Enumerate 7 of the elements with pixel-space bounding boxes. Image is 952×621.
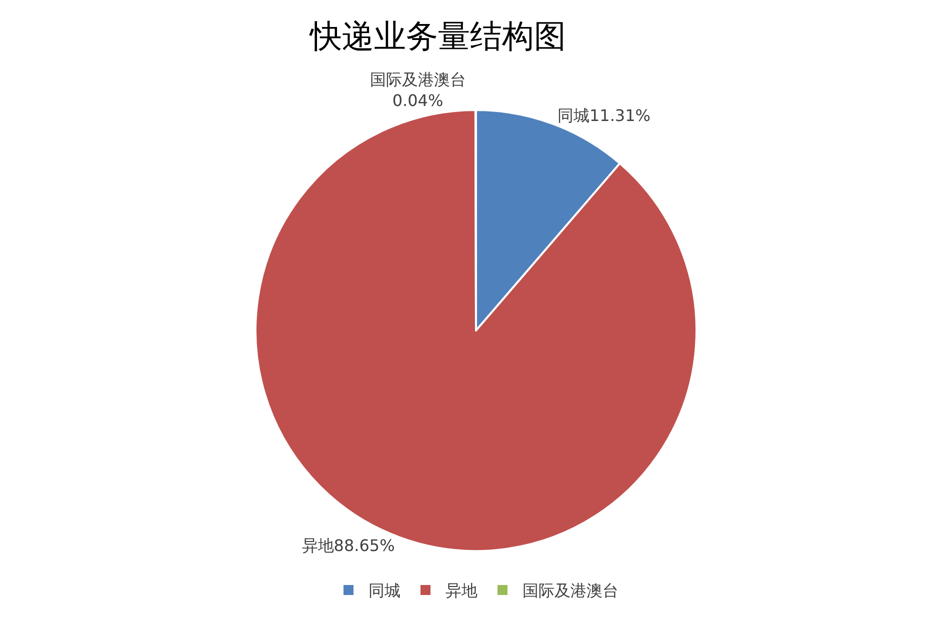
- legend-label: 异地: [446, 581, 478, 600]
- chart-title: 快递业务量结构图: [308, 17, 566, 56]
- legend-label: 同城: [368, 581, 400, 600]
- data-label: 异地88.65%: [302, 536, 395, 556]
- legend-label: 国际及港澳台: [522, 581, 618, 600]
- data-label: 同城11.31%: [557, 106, 650, 125]
- data-label: 国际及港澳台 0.04%: [370, 70, 466, 110]
